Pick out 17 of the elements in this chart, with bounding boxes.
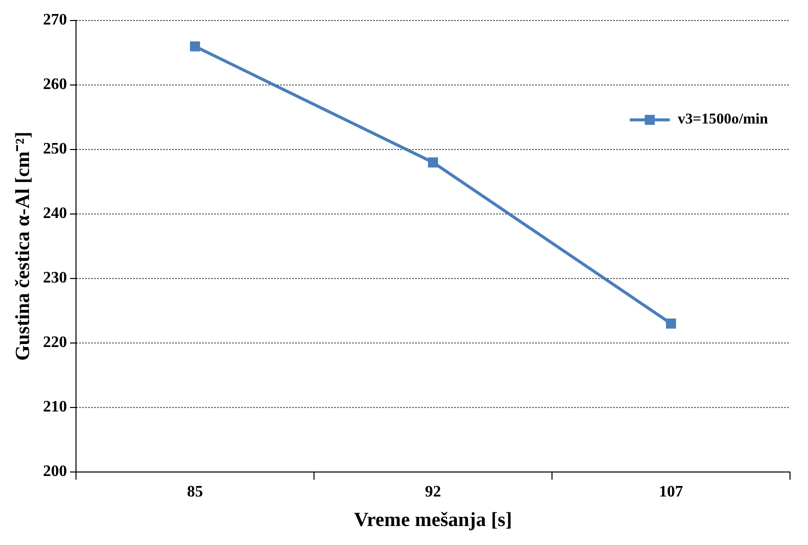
y-tick-label: 220	[43, 334, 67, 352]
x-axis-title: Vreme mešanja [s]	[354, 509, 512, 532]
x-tick-label: 92	[425, 484, 441, 501]
y-tick-label: 270	[43, 12, 67, 29]
point	[428, 157, 438, 168]
point	[190, 41, 200, 52]
y-tick-label: 260	[43, 76, 67, 94]
y-tick-label: 240	[43, 205, 67, 222]
y-tick-label: 230	[43, 270, 67, 287]
y-axis-title: Gustina čestica α-Al [cm⁻²]	[12, 132, 34, 361]
y-tick-label: 210	[43, 398, 67, 416]
y-tick-label: 200	[43, 462, 67, 480]
legend-label: v3=1500o/min	[678, 112, 769, 128]
x-tick-label: 85	[187, 484, 203, 501]
y-tick-label: 250	[43, 140, 67, 158]
point	[666, 318, 676, 329]
x-tick-label: 107	[659, 484, 683, 501]
